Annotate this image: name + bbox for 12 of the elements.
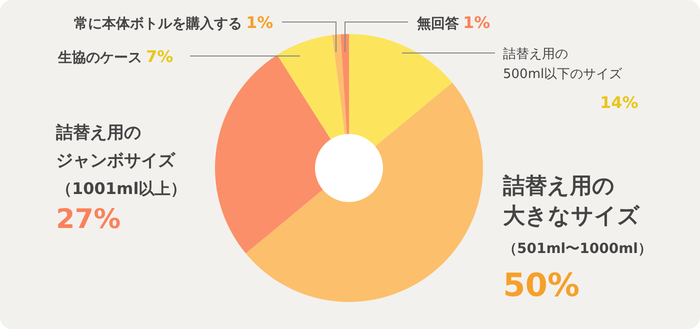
slice-label: 詰替え用の500ml以下のサイズ xyxy=(503,47,624,82)
slice-label: 詰替え用の大きなサイズ（501ml〜1000ml） xyxy=(502,174,652,257)
slice-label: 常に本体ボトルを購入する xyxy=(74,16,242,32)
data-label: 27% xyxy=(56,204,121,235)
slice-label: 生協のケース xyxy=(57,50,142,66)
data-label: 1% xyxy=(246,13,274,32)
data-label: 50% xyxy=(503,266,580,304)
data-label: 7% xyxy=(146,47,174,66)
data-label: 1% xyxy=(463,13,490,32)
slice-label: 無回答 xyxy=(416,16,459,32)
slice-label: 詰替え用のジャンボサイズ（1001ml以上） xyxy=(55,123,187,198)
data-label: 14% xyxy=(600,93,638,112)
